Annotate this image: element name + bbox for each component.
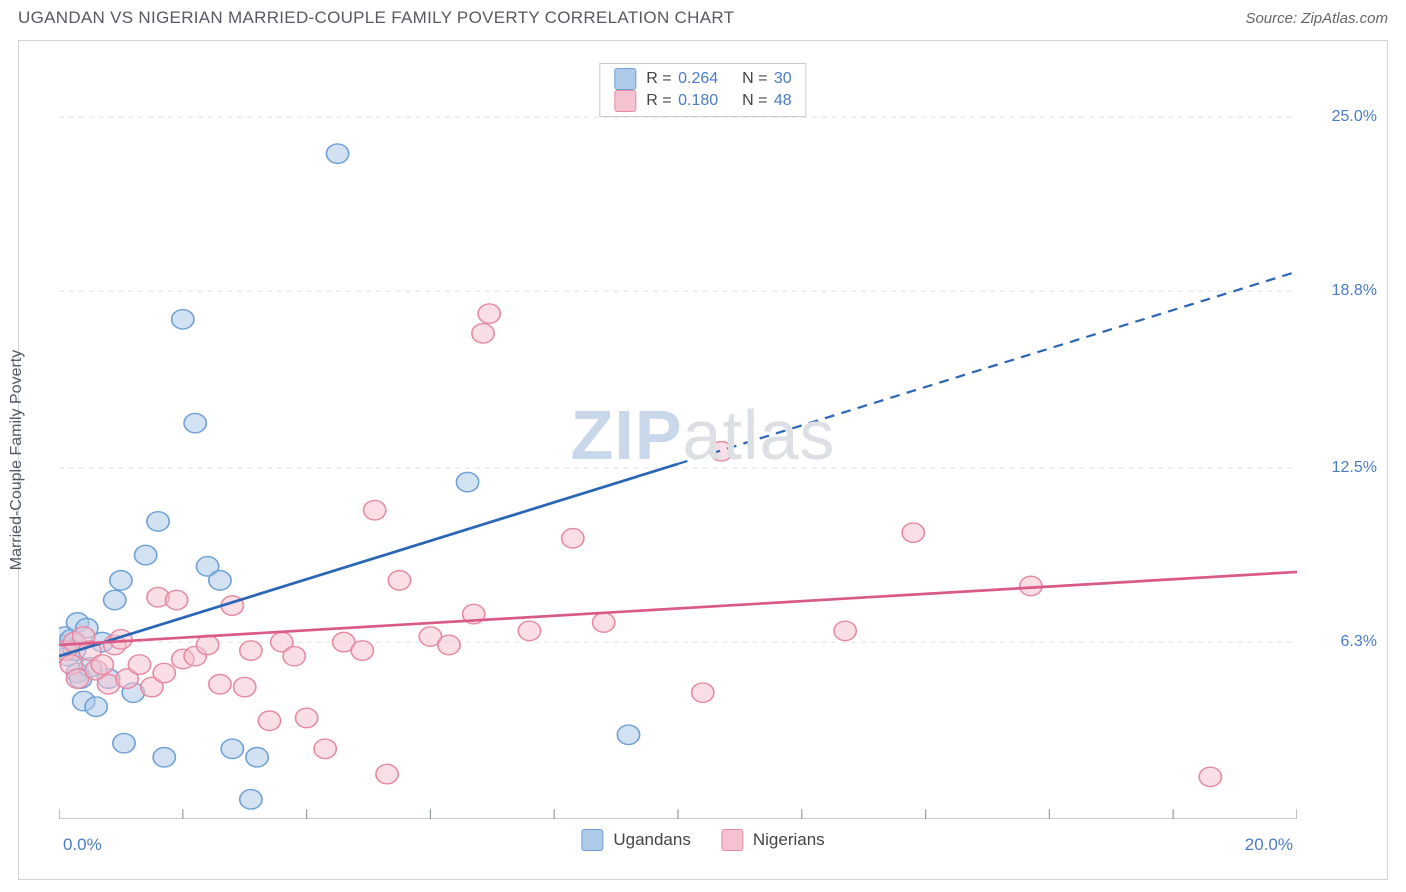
chart-container: UGANDAN VS NIGERIAN MARRIED-COUPLE FAMIL…: [0, 0, 1406, 892]
x-axis-min: 0.0%: [63, 835, 102, 855]
chart-area: Married-Couple Family Poverty R = 0.264 …: [18, 40, 1388, 880]
swatch-ugandans: [614, 68, 636, 90]
stats-legend: R = 0.264 N = 30 R = 0.180 N = 48: [599, 63, 806, 117]
chart-title: UGANDAN VS NIGERIAN MARRIED-COUPLE FAMIL…: [18, 8, 734, 28]
y-tick-label: 18.8%: [1332, 282, 1377, 300]
swatch-nigerians: [614, 90, 636, 112]
y-tick-label: 12.5%: [1332, 459, 1377, 477]
x-axis-max: 20.0%: [1245, 835, 1293, 855]
y-tick-label: 6.3%: [1341, 633, 1377, 651]
stats-row-ugandans: R = 0.264 N = 30: [614, 68, 791, 90]
legend-swatch-ugandans: [581, 829, 603, 851]
source-label: Source: ZipAtlas.com: [1245, 10, 1388, 27]
header: UGANDAN VS NIGERIAN MARRIED-COUPLE FAMIL…: [0, 0, 1406, 32]
series-legend: Ugandans Nigerians: [581, 829, 824, 851]
legend-swatch-nigerians: [721, 829, 743, 851]
y-tick-label: 25.0%: [1332, 108, 1377, 126]
plot-region: [59, 61, 1297, 819]
legend-item-nigerians: Nigerians: [721, 829, 825, 851]
legend-item-ugandans: Ugandans: [581, 829, 691, 851]
y-axis-label: Married-Couple Family Poverty: [8, 350, 26, 571]
stats-row-nigerians: R = 0.180 N = 48: [614, 90, 791, 112]
